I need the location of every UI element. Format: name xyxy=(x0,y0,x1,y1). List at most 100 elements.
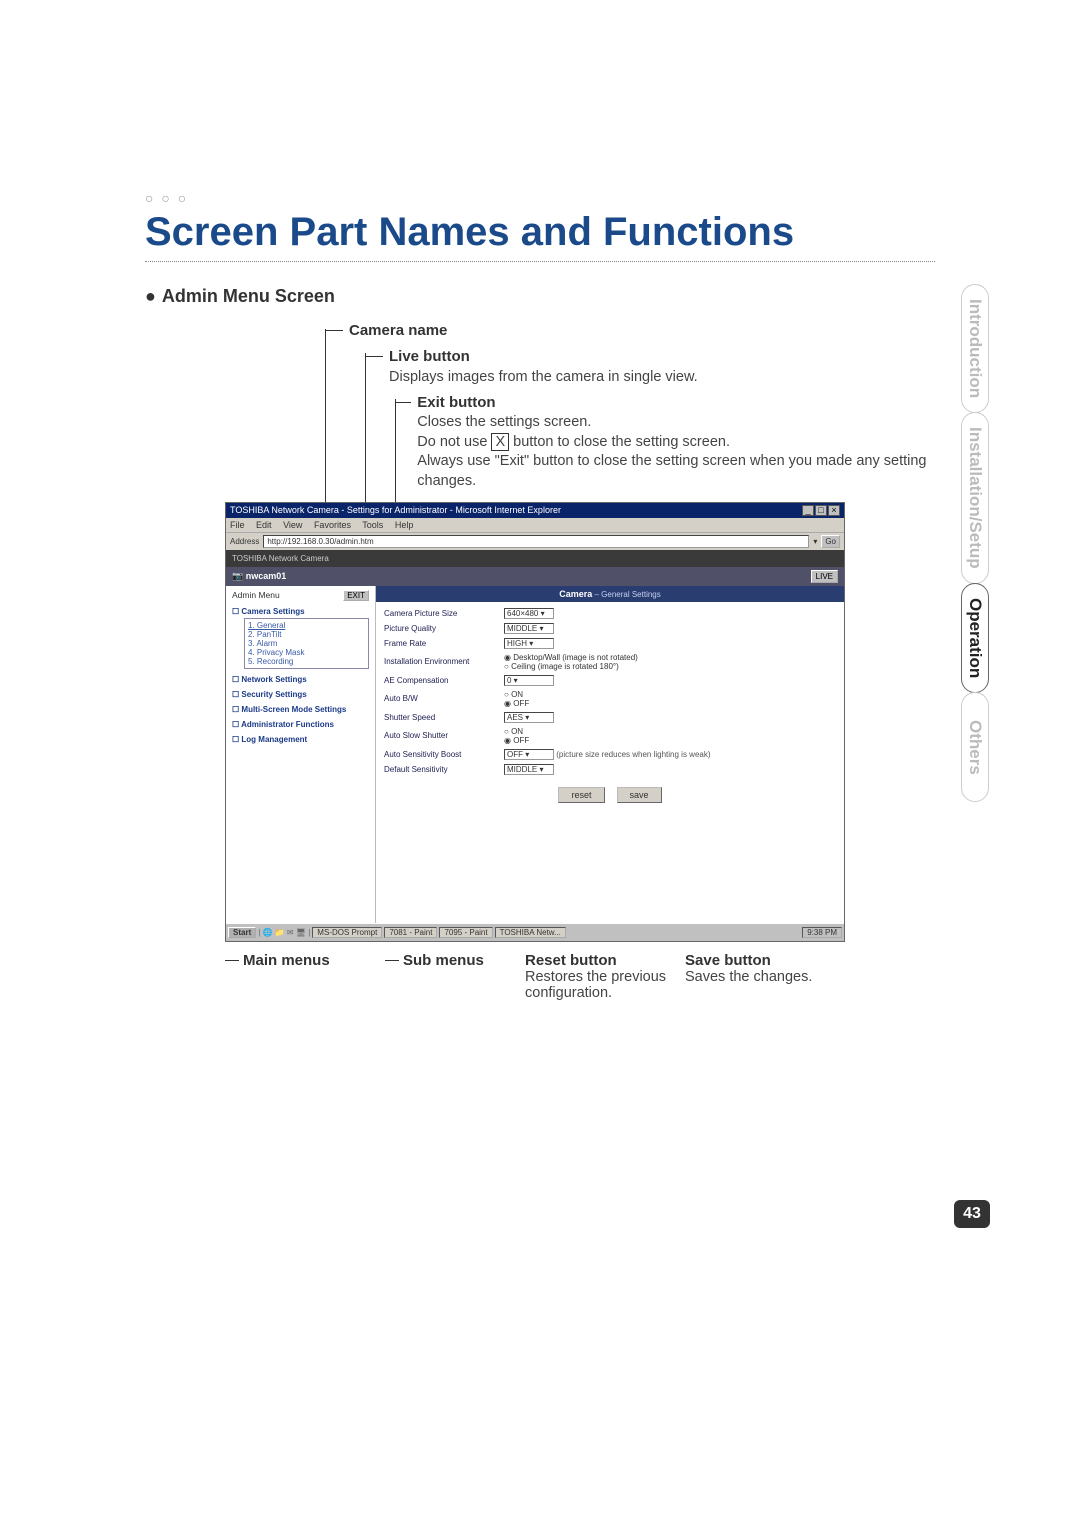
form-note: (picture size reduces when lighting is w… xyxy=(554,750,711,759)
form-row: Auto B/WONOFF xyxy=(384,690,836,708)
sb-sub-general[interactable]: 1. General xyxy=(248,621,365,630)
go-button[interactable]: Go xyxy=(821,535,840,548)
dropdown-icon[interactable]: ▾ xyxy=(813,537,817,546)
form-control: AES ▾ xyxy=(504,712,836,723)
sb-sub-record[interactable]: 5. Recording xyxy=(248,657,365,666)
select-box[interactable]: MIDDLE ▾ xyxy=(504,623,554,634)
form-label: Default Sensitivity xyxy=(384,765,504,774)
sb-sub-privacy[interactable]: 4. Privacy Mask xyxy=(248,648,365,657)
tray-clock: 9:38 PM xyxy=(802,927,842,938)
start-button[interactable]: Start xyxy=(228,927,256,938)
callout-camera-name: Camera name xyxy=(349,321,447,341)
callout-sub-menus: Sub menus xyxy=(403,952,484,969)
tab-others[interactable]: Others xyxy=(961,692,989,802)
section-label: Admin Menu Screen xyxy=(145,286,935,307)
task-item-1[interactable]: 7081 - Paint xyxy=(384,927,437,938)
form-label: Auto B/W xyxy=(384,694,504,703)
camera-name-value: nwcam01 xyxy=(246,571,287,581)
menu-edit[interactable]: Edit xyxy=(256,520,272,530)
exit-button[interactable]: EXIT xyxy=(343,590,369,601)
camera-icon: 📷 xyxy=(232,571,243,581)
menu-favorites[interactable]: Favorites xyxy=(314,520,351,530)
sb-group-security[interactable]: Security Settings xyxy=(232,690,369,699)
select-box[interactable]: AES ▾ xyxy=(504,712,554,723)
tab-installation[interactable]: Installation/Setup xyxy=(961,412,989,584)
tab-introduction[interactable]: Introduction xyxy=(961,284,989,413)
form-row: Camera Picture Size640×480 ▾ xyxy=(384,608,836,619)
form-label: Picture Quality xyxy=(384,624,504,633)
camera-row: 📷 nwcam01 LIVE xyxy=(226,567,844,586)
form-row: Shutter SpeedAES ▾ xyxy=(384,712,836,723)
form-control: MIDDLE ▾ xyxy=(504,623,836,634)
sb-group-log[interactable]: Log Management xyxy=(232,735,369,744)
address-input[interactable]: http://192.168.0.30/admin.htm xyxy=(263,535,809,548)
save-button[interactable]: save xyxy=(617,787,662,803)
close-icon[interactable]: × xyxy=(828,505,840,516)
callout-reset-desc: Restores the previous configuration. xyxy=(525,969,685,1001)
side-tabs: Introduction Installation/Setup Operatio… xyxy=(960,284,990,802)
menu-help[interactable]: Help xyxy=(395,520,414,530)
callout-reset-title: Reset button xyxy=(525,952,685,969)
brand-text: TOSHIBA Network Camera xyxy=(232,554,329,563)
brand-bar: TOSHIBA Network Camera xyxy=(226,550,844,567)
radio-option[interactable]: Ceiling (image is rotated 180°) xyxy=(504,662,836,671)
content-header: Camera – General Settings xyxy=(376,586,844,602)
form-label: Frame Rate xyxy=(384,639,504,648)
form-label: Camera Picture Size xyxy=(384,609,504,618)
form-control: Desktop/Wall (image is not rotated)Ceili… xyxy=(504,653,836,671)
radio-option[interactable]: Desktop/Wall (image is not rotated) xyxy=(504,653,836,662)
window-title-text: TOSHIBA Network Camera - Settings for Ad… xyxy=(230,505,561,516)
window-controls: _□× xyxy=(801,505,840,516)
radio-option[interactable]: OFF xyxy=(504,736,836,745)
form-row: Frame RateHIGH ▾ xyxy=(384,638,836,649)
form-control: 640×480 ▾ xyxy=(504,608,836,619)
form-label: Auto Slow Shutter xyxy=(384,731,504,740)
x-icon: X xyxy=(491,433,509,451)
form-label: Installation Environment xyxy=(384,657,504,666)
callout-save-title: Save button xyxy=(685,952,835,969)
minimize-icon[interactable]: _ xyxy=(802,505,814,516)
sb-sub-alarm[interactable]: 3. Alarm xyxy=(248,639,365,648)
address-bar: Address http://192.168.0.30/admin.htm ▾ … xyxy=(226,532,844,550)
select-box[interactable]: 0 ▾ xyxy=(504,675,554,686)
tab-operation[interactable]: Operation xyxy=(961,583,989,693)
form-label: Auto Sensitivity Boost xyxy=(384,750,504,759)
maximize-icon[interactable]: □ xyxy=(815,505,827,516)
select-box[interactable]: MIDDLE ▾ xyxy=(504,764,554,775)
form-label: Shutter Speed xyxy=(384,713,504,722)
sb-group-admin[interactable]: Administrator Functions xyxy=(232,720,369,729)
radio-option[interactable]: ON xyxy=(504,727,836,736)
decorative-bubbles: ○ ○ ○ xyxy=(145,190,935,206)
callout-exit-desc3: Always use "Exit" button to close the se… xyxy=(417,452,935,491)
menu-tools[interactable]: Tools xyxy=(362,520,383,530)
form-control: ONOFF xyxy=(504,690,836,708)
form-label: AE Compensation xyxy=(384,676,504,685)
menu-view[interactable]: View xyxy=(283,520,302,530)
menu-file[interactable]: File xyxy=(230,520,245,530)
sb-sub-pantilt[interactable]: 2. PanTilt xyxy=(248,630,365,639)
select-box[interactable]: 640×480 ▾ xyxy=(504,608,554,619)
top-callouts: Camera name Live button Displays images … xyxy=(255,321,935,492)
select-box[interactable]: OFF ▾ xyxy=(504,749,554,760)
bottom-callouts: Main menus Sub menus Reset button Restor… xyxy=(225,952,845,1001)
content-pane: Camera – General Settings Camera Picture… xyxy=(376,586,844,926)
select-box[interactable]: HIGH ▾ xyxy=(504,638,554,649)
live-button[interactable]: LIVE xyxy=(811,570,838,583)
form-control: 0 ▾ xyxy=(504,675,836,686)
sidebar: Admin Menu EXIT Camera Settings 1. Gener… xyxy=(226,586,376,926)
sb-group-multi[interactable]: Multi-Screen Mode Settings xyxy=(232,705,369,714)
radio-option[interactable]: OFF xyxy=(504,699,836,708)
sb-group-camera[interactable]: Camera Settings xyxy=(232,607,369,616)
radio-option[interactable]: ON xyxy=(504,690,836,699)
form-control: ONOFF xyxy=(504,727,836,745)
task-item-2[interactable]: 7095 - Paint xyxy=(439,927,492,938)
form-row: Installation EnvironmentDesktop/Wall (im… xyxy=(384,653,836,671)
sb-group-network[interactable]: Network Settings xyxy=(232,675,369,684)
task-item-3[interactable]: TOSHIBA Netw... xyxy=(495,927,566,938)
form-row: AE Compensation0 ▾ xyxy=(384,675,836,686)
reset-button[interactable]: reset xyxy=(558,787,604,803)
form-control: OFF ▾ (picture size reduces when lightin… xyxy=(504,749,836,760)
admin-menu-label: Admin Menu xyxy=(232,590,280,601)
task-item-0[interactable]: MS-DOS Prompt xyxy=(312,927,382,938)
callout-exit-title: Exit button xyxy=(417,393,935,413)
